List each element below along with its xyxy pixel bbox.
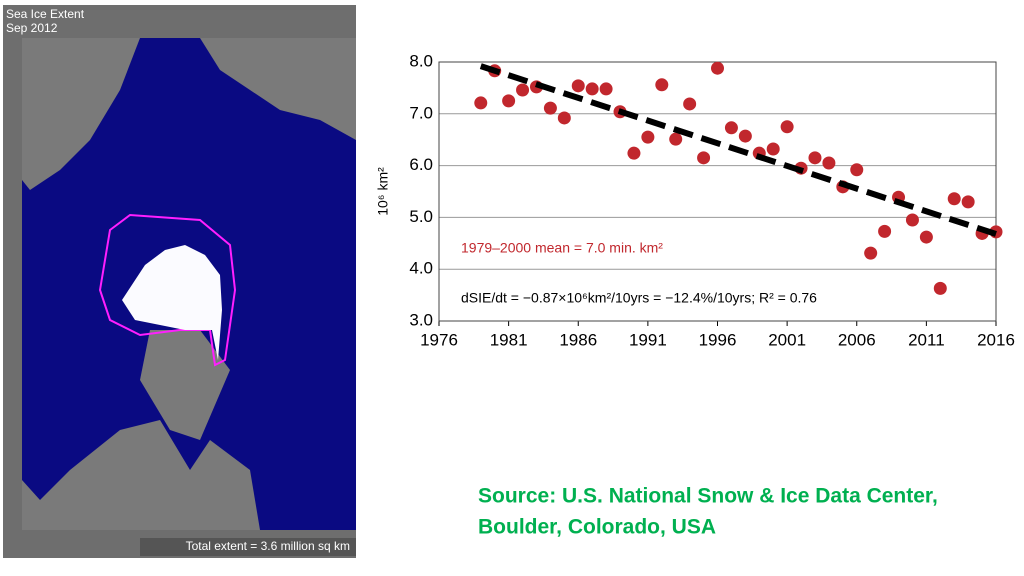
data-point xyxy=(864,246,878,260)
data-point xyxy=(919,230,933,244)
data-point xyxy=(780,120,794,134)
map-land xyxy=(140,330,230,440)
y-tick-label: 5.0 xyxy=(409,207,433,226)
data-point xyxy=(502,94,516,108)
trend-line xyxy=(479,63,997,237)
map-land xyxy=(22,38,140,190)
data-point xyxy=(905,213,919,227)
source-line: Boulder, Colorado, USA xyxy=(478,516,716,539)
x-tick-label: 2001 xyxy=(768,330,806,349)
data-point xyxy=(571,79,585,93)
map-footer: Total extent = 3.6 million sq km xyxy=(186,539,350,553)
x-tick-label: 2011 xyxy=(908,330,945,349)
x-tick-label: 1986 xyxy=(559,330,597,349)
y-tick-label: 6.0 xyxy=(409,155,433,174)
data-point xyxy=(627,146,641,160)
x-tick-label: 1996 xyxy=(699,330,737,349)
y-tick-label: 4.0 xyxy=(409,259,433,278)
source-line: Source: U.S. National Snow & Ice Data Ce… xyxy=(478,485,938,508)
sea-ice-map: Sea Ice Extent Sep 2012 Total extent = 3… xyxy=(3,5,356,558)
x-tick-label: 1976 xyxy=(420,330,458,349)
data-point xyxy=(599,82,613,96)
x-tick-label: 2006 xyxy=(838,330,876,349)
data-point xyxy=(850,163,864,177)
map-footer-bg xyxy=(140,538,356,556)
data-point xyxy=(543,101,557,115)
data-point xyxy=(822,156,836,170)
map-title: Sea Ice Extent xyxy=(6,7,85,21)
y-axis-label: 10⁶ km² xyxy=(375,167,391,216)
sea-ice xyxy=(122,245,222,360)
data-point xyxy=(808,151,822,165)
annotation: dSIE/dt = −0.87×10⁶km²/10yrs = −12.4%/10… xyxy=(461,290,817,306)
data-point xyxy=(683,97,697,111)
data-point xyxy=(474,96,488,110)
x-tick-label: 1991 xyxy=(629,330,667,349)
x-tick-label: 1981 xyxy=(490,330,528,349)
data-point xyxy=(878,224,892,238)
map-land xyxy=(200,38,356,140)
data-point xyxy=(516,83,530,97)
data-point xyxy=(933,281,947,295)
data-point xyxy=(697,151,711,165)
data-point xyxy=(947,192,961,206)
y-tick-label: 8.0 xyxy=(409,51,433,70)
data-point xyxy=(585,82,599,96)
data-point xyxy=(766,142,780,156)
y-tick-label: 3.0 xyxy=(409,310,433,329)
median-outline xyxy=(98,213,237,367)
data-point xyxy=(738,129,752,143)
data-point xyxy=(961,195,975,209)
annotation: 1979–2000 mean = 7.0 min. km² xyxy=(461,240,663,256)
chart: 3.0 4.0 5.0 6.0 7.0 8.0 1976 1981 1986 1991 1996 20… xyxy=(375,51,1015,349)
x-tick-label: 2016 xyxy=(977,330,1015,349)
data-point xyxy=(557,111,571,125)
data-point xyxy=(655,78,669,92)
plot-frame xyxy=(438,61,997,322)
data-point xyxy=(669,132,683,146)
map-subtitle: Sep 2012 xyxy=(6,21,58,35)
y-tick-label: 7.0 xyxy=(409,103,433,122)
data-point xyxy=(641,130,655,144)
data-point xyxy=(724,121,738,135)
data-point xyxy=(711,61,724,75)
